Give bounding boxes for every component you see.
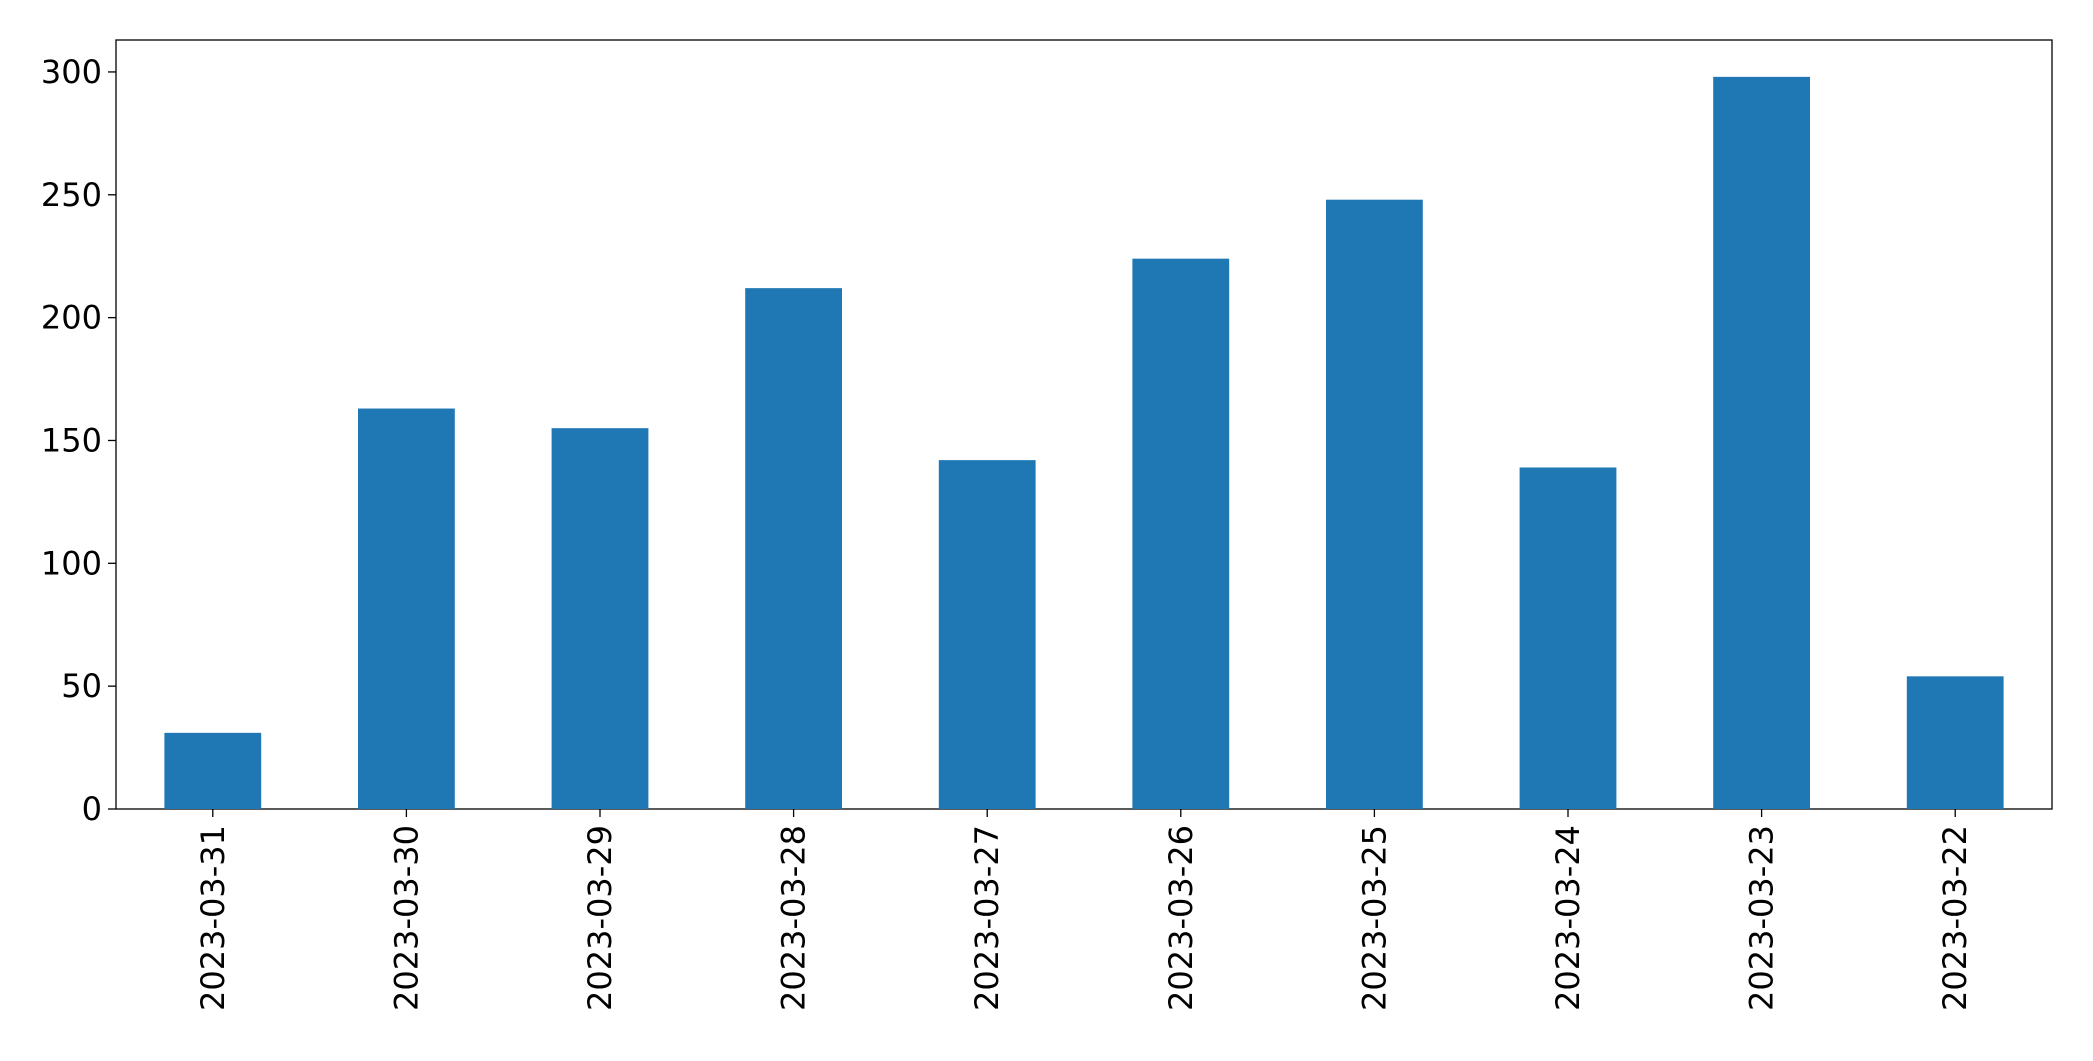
y-tick-label: 250 bbox=[41, 176, 102, 214]
bar bbox=[551, 428, 649, 809]
y-tick-label: 0 bbox=[82, 790, 102, 828]
x-tick-label: 2023-03-26 bbox=[1162, 825, 1200, 1011]
axes-frame bbox=[115, 39, 2053, 810]
bar bbox=[1132, 258, 1230, 809]
y-tick-label: 100 bbox=[41, 544, 102, 582]
bar bbox=[938, 460, 1036, 809]
x-tick-label: 2023-03-24 bbox=[1549, 825, 1587, 1011]
bar bbox=[1326, 199, 1423, 810]
x-tick-label: 2023-03-22 bbox=[1936, 825, 1974, 1011]
x-tick-label: 2023-03-25 bbox=[1355, 825, 1393, 1011]
x-tick-label: 2023-03-23 bbox=[1743, 825, 1781, 1011]
bar bbox=[358, 408, 455, 809]
y-tick-label: 200 bbox=[41, 299, 102, 337]
bar bbox=[164, 732, 262, 809]
x-tick-label: 2023-03-30 bbox=[387, 825, 425, 1011]
x-tick-label: 2023-03-31 bbox=[194, 825, 232, 1011]
y-tick-label: 150 bbox=[41, 421, 102, 459]
bar bbox=[1906, 676, 2004, 809]
bar bbox=[1713, 76, 1810, 810]
x-tick-label: 2023-03-29 bbox=[581, 825, 619, 1011]
y-tick-label: 50 bbox=[61, 667, 102, 705]
x-tick-label: 2023-03-28 bbox=[775, 825, 813, 1011]
y-tick-label: 300 bbox=[41, 53, 102, 91]
bar bbox=[1519, 467, 1617, 809]
bar bbox=[745, 288, 842, 809]
x-tick-label: 2023-03-27 bbox=[968, 825, 1006, 1011]
